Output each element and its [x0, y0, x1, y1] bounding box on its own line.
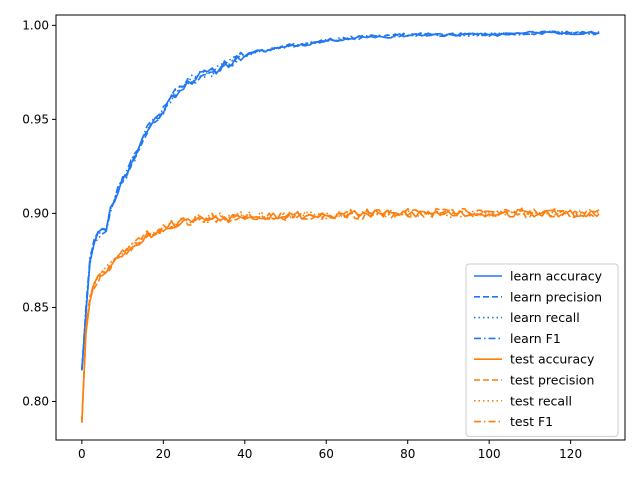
axes-layer: 0 20 40 60 80 100 120 0.80 0.85 0.90 0.95 1.00 — [22, 14, 626, 461]
series-layer — [81, 30, 600, 423]
y-tick-label: 0.95 — [22, 112, 49, 126]
legend-label: test accuracy — [510, 352, 595, 367]
y-tick-label: 1.00 — [22, 18, 49, 32]
y-tick-label: 0.85 — [22, 300, 49, 314]
legend-label: test recall — [510, 393, 572, 408]
x-tick-label: 100 — [478, 447, 501, 461]
series-line-learn-recall — [81, 30, 600, 371]
series-line-learn-f1 — [81, 30, 600, 370]
series-line-test-recall — [81, 208, 600, 423]
x-tick-label: 80 — [400, 447, 415, 461]
legend-label: learn recall — [510, 310, 580, 325]
y-tick-label: 0.90 — [22, 206, 49, 220]
legend-label: learn precision — [510, 289, 602, 304]
x-tick-label: 20 — [156, 447, 171, 461]
x-tick-label: 60 — [319, 447, 334, 461]
x-tick-label: 0 — [78, 447, 86, 461]
legend-label: test F1 — [510, 414, 553, 429]
legend: learn accuracy learn precision learn recal… — [465, 263, 619, 437]
series-line-test-f1 — [81, 208, 600, 423]
legend-label: learn F1 — [510, 331, 561, 346]
x-tick-label: 40 — [237, 447, 252, 461]
y-tick-label: 0.80 — [22, 394, 49, 408]
plot-frame — [55, 14, 626, 441]
legend-label: test precision — [510, 373, 594, 388]
x-tick-label: 120 — [559, 447, 582, 461]
legend-box — [465, 263, 619, 437]
legend-label: learn accuracy — [510, 269, 603, 284]
